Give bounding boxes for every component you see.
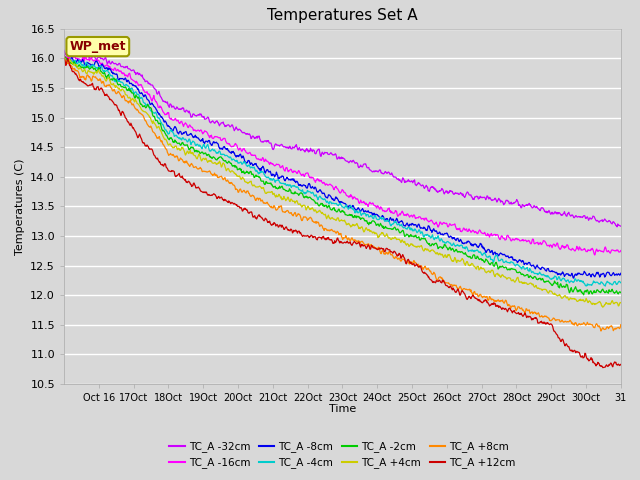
Y-axis label: Temperatures (C): Temperatures (C) (15, 158, 25, 255)
X-axis label: Time: Time (329, 405, 356, 414)
Text: WP_met: WP_met (70, 40, 126, 53)
Title: Temperatures Set A: Temperatures Set A (267, 9, 418, 24)
Legend: TC_A -32cm, TC_A -16cm, TC_A -8cm, TC_A -4cm, TC_A -2cm, TC_A +4cm, TC_A +8cm, T: TC_A -32cm, TC_A -16cm, TC_A -8cm, TC_A … (165, 437, 520, 472)
